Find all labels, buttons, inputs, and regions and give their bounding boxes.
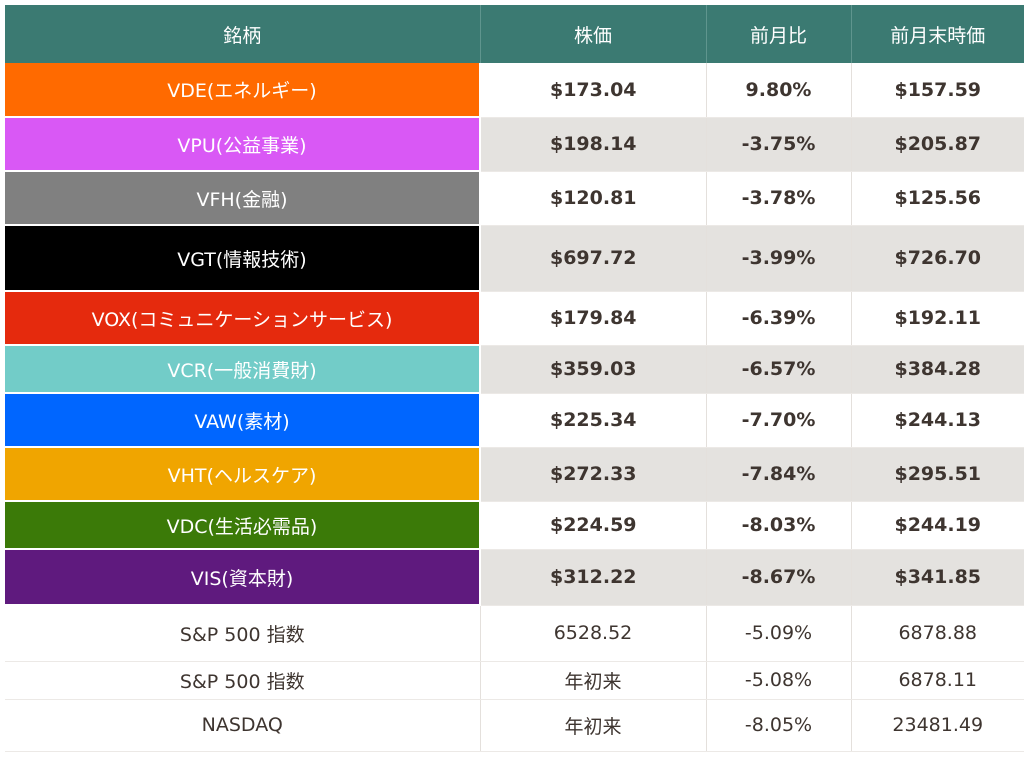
prev-value-cell: $341.85: [851, 549, 1024, 606]
prev-value-cell: 6878.11: [851, 661, 1024, 700]
sector-name: VFH(金融): [5, 171, 481, 226]
table-row: VOX(コミュニケーションサービス) $179.84 -6.39% $192.1…: [5, 291, 1024, 346]
table-row: VCR(一般消費財) $359.03 -6.57% $384.28: [5, 345, 1024, 394]
price-cell: $120.81: [480, 171, 707, 226]
price-cell: $225.34: [480, 393, 707, 448]
prev-value-cell: $125.56: [851, 171, 1024, 226]
change-cell: -6.39%: [706, 291, 852, 346]
sector-name: VAW(素材): [5, 393, 481, 448]
change-cell: 9.80%: [706, 63, 852, 118]
change-cell: -6.57%: [706, 345, 852, 394]
sector-name: VPU(公益事業): [5, 117, 481, 172]
price-cell: $198.14: [480, 117, 707, 172]
change-cell: -5.08%: [706, 661, 852, 700]
sector-name: VGT(情報技術): [5, 225, 481, 292]
sector-name: VDE(エネルギー): [5, 63, 481, 118]
price-cell: 6528.52: [480, 605, 707, 662]
prev-value-cell: $205.87: [851, 117, 1024, 172]
change-cell: -8.67%: [706, 549, 852, 606]
index-row: S&P 500 指数 年初来 -5.08% 6878.11: [5, 661, 1024, 700]
change-cell: -5.09%: [706, 605, 852, 662]
price-cell: 年初来: [480, 661, 707, 700]
index-name: S&P 500 指数: [5, 605, 481, 662]
header-ticker: 銘柄: [5, 5, 481, 63]
price-cell: $359.03: [480, 345, 707, 394]
prev-value-cell: $384.28: [851, 345, 1024, 394]
change-cell: -8.05%: [706, 699, 852, 752]
table-row: VPU(公益事業) $198.14 -3.75% $205.87: [5, 117, 1024, 172]
price-cell: $272.33: [480, 447, 707, 502]
table-row: VAW(素材) $225.34 -7.70% $244.13: [5, 393, 1024, 448]
header-price: 株価: [480, 5, 707, 63]
change-cell: -3.75%: [706, 117, 852, 172]
sector-name: VCR(一般消費財): [5, 345, 481, 394]
table-row: VFH(金融) $120.81 -3.78% $125.56: [5, 171, 1024, 226]
index-name: S&P 500 指数: [5, 661, 481, 700]
prev-value-cell: $244.13: [851, 393, 1024, 448]
prev-value-cell: $192.11: [851, 291, 1024, 346]
price-cell: $697.72: [480, 225, 707, 292]
header-prev-value: 前月末時価: [851, 5, 1024, 63]
change-cell: -7.84%: [706, 447, 852, 502]
prev-value-cell: $295.51: [851, 447, 1024, 502]
index-row: S&P 500 指数 6528.52 -5.09% 6878.88: [5, 605, 1024, 662]
table-row: VDC(生活必需品) $224.59 -8.03% $244.19: [5, 501, 1024, 550]
table-row: VDE(エネルギー) $173.04 9.80% $157.59: [5, 63, 1024, 118]
header-change: 前月比: [706, 5, 852, 63]
change-cell: -7.70%: [706, 393, 852, 448]
prev-value-cell: 23481.49: [851, 699, 1024, 752]
index-name: NASDAQ: [5, 699, 481, 752]
index-row: NASDAQ 年初来 -8.05% 23481.49: [5, 699, 1024, 752]
sector-name: VIS(資本財): [5, 549, 481, 606]
table-row: VIS(資本財) $312.22 -8.67% $341.85: [5, 549, 1024, 606]
prev-value-cell: 6878.88: [851, 605, 1024, 662]
table-row: VGT(情報技術) $697.72 -3.99% $726.70: [5, 225, 1024, 292]
change-cell: -8.03%: [706, 501, 852, 550]
price-cell: $312.22: [480, 549, 707, 606]
change-cell: -3.99%: [706, 225, 852, 292]
change-cell: -3.78%: [706, 171, 852, 226]
sector-etf-table: 銘柄 株価 前月比 前月末時価 VDE(エネルギー) $173.04 9.80%…: [5, 5, 1024, 752]
price-cell: $173.04: [480, 63, 707, 118]
table-row: VHT(ヘルスケア) $272.33 -7.84% $295.51: [5, 447, 1024, 502]
price-cell: $224.59: [480, 501, 707, 550]
prev-value-cell: $244.19: [851, 501, 1024, 550]
sector-name: VOX(コミュニケーションサービス): [5, 291, 481, 346]
sector-name: VDC(生活必需品): [5, 501, 481, 550]
sector-name: VHT(ヘルスケア): [5, 447, 481, 502]
prev-value-cell: $157.59: [851, 63, 1024, 118]
price-cell: 年初来: [480, 699, 707, 752]
prev-value-cell: $726.70: [851, 225, 1024, 292]
price-cell: $179.84: [480, 291, 707, 346]
header-row: 銘柄 株価 前月比 前月末時価: [5, 5, 1024, 63]
